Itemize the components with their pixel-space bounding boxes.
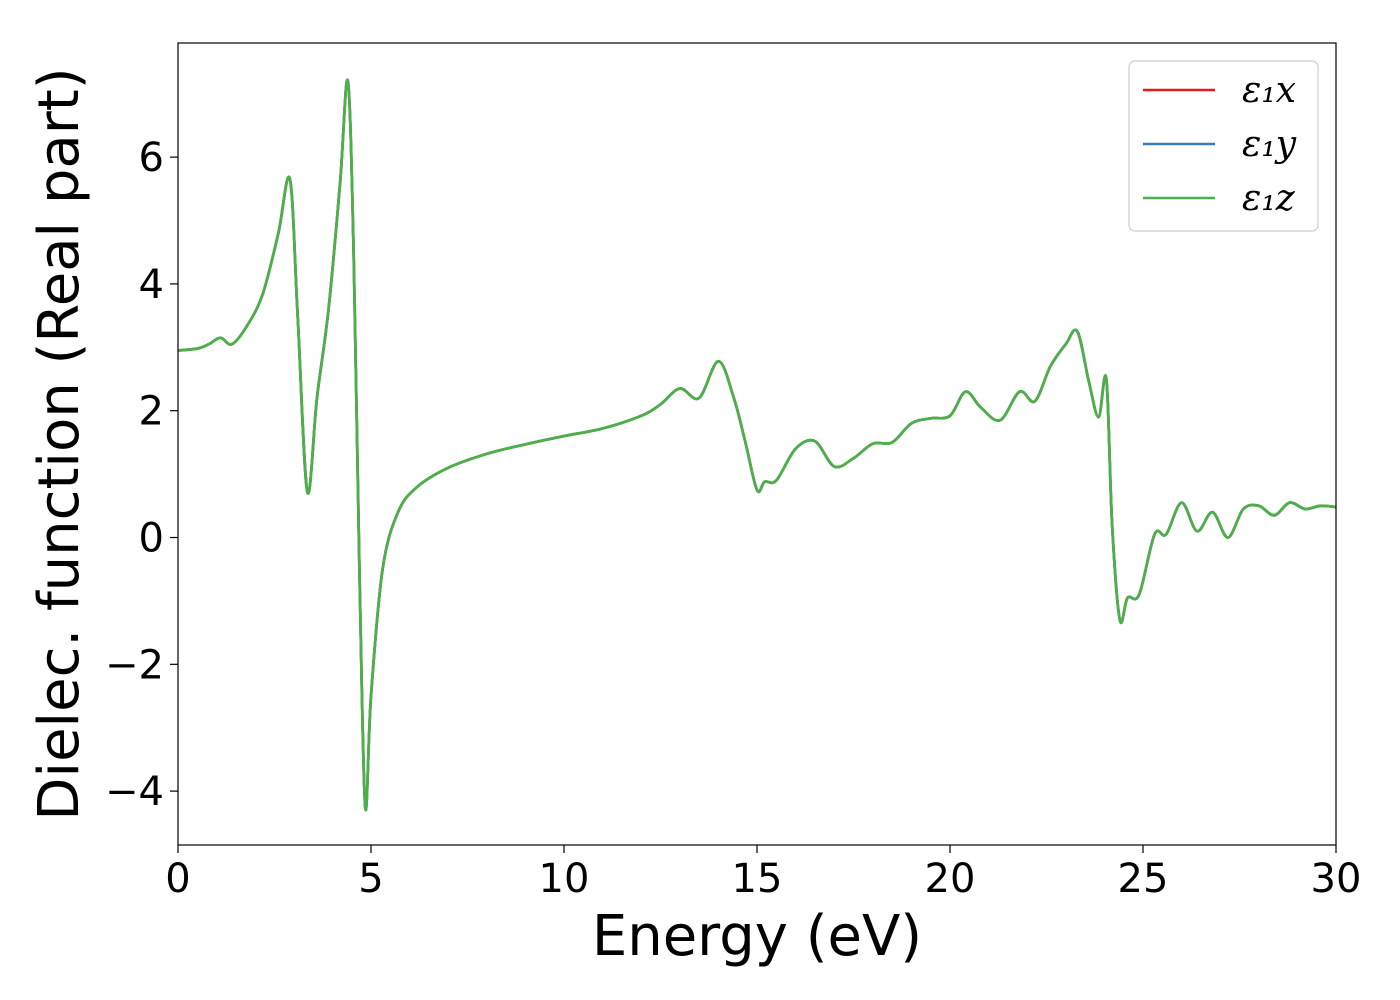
series-layer: [178, 78, 1336, 812]
y-tick-label: −4: [105, 769, 164, 815]
x-tick-label: 0: [165, 856, 190, 902]
y-tick-label: −2: [105, 642, 164, 688]
legend-box: [1128, 60, 1319, 232]
y-axis: −4 −2 0 2 4 6: [105, 135, 178, 815]
y-tick-label: 0: [139, 516, 164, 562]
x-tick-label: 20: [925, 856, 976, 902]
x-tick-label: 25: [1118, 856, 1169, 902]
legend: ε₁x ε₁y ε₁z: [1128, 60, 1319, 232]
x-tick-label: 10: [539, 856, 590, 902]
x-axis-title: Energy (eV): [592, 904, 922, 969]
x-axis: 0 5 10 15 20 25 30: [165, 845, 1361, 902]
y-tick-label: 4: [139, 262, 164, 308]
x-tick-label: 5: [358, 856, 383, 902]
y-tick-label: 6: [139, 135, 164, 181]
legend-label-3: ε₁z: [1242, 178, 1296, 219]
x-tick-label: 15: [732, 856, 783, 902]
legend-label-1: ε₁x: [1242, 70, 1296, 111]
y-tick-label: 2: [139, 389, 164, 435]
series-line-3: [178, 78, 1336, 812]
legend-label-2: ε₁y: [1242, 124, 1297, 165]
x-tick-label: 30: [1311, 856, 1362, 902]
y-axis-title: Dielec. function (Real part): [27, 67, 92, 820]
